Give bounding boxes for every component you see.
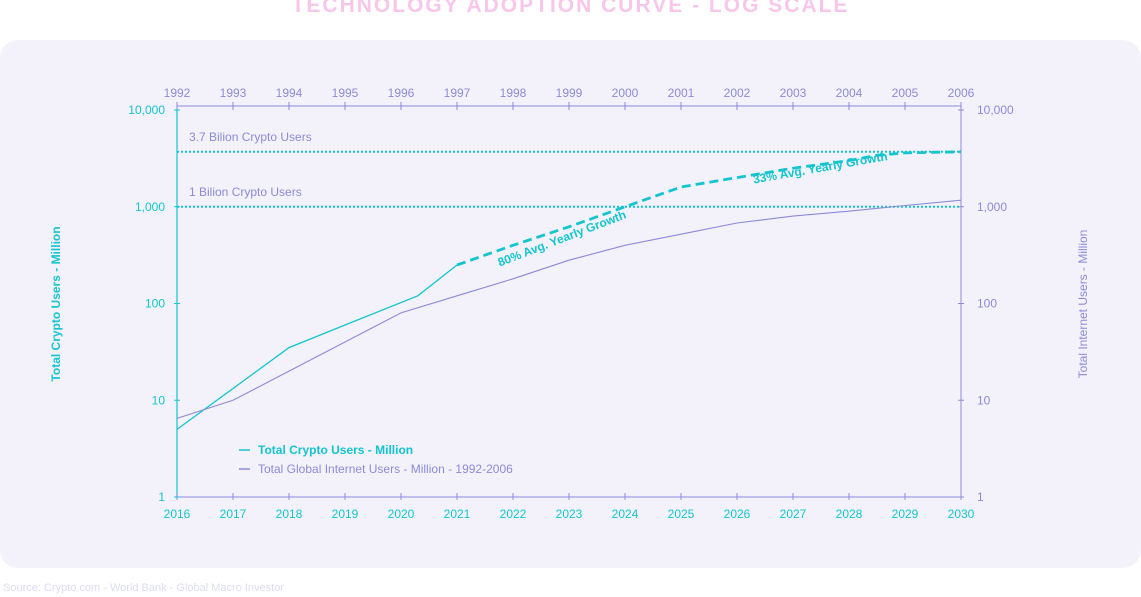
x-top-tick-label: 2003 (780, 86, 807, 100)
x-top-tick-label: 1996 (388, 86, 415, 100)
chart-panel (0, 40, 1141, 568)
x-top-tick-label: 1992 (164, 86, 191, 100)
x-top-tick-label: 1994 (276, 86, 303, 100)
x-bottom-tick-label: 2023 (556, 507, 583, 521)
x-bottom-tick-label: 2021 (444, 507, 471, 521)
reference-line-label: 1 Bilion Crypto Users (189, 185, 302, 199)
y-left-axis-title: Total Crypto Users - Million (49, 226, 63, 381)
x-top-tick-label: 1993 (220, 86, 247, 100)
y-right-tick-label: 10,000 (977, 103, 1014, 117)
crypto-users-line (176, 264, 458, 430)
x-top-tick-label: 1995 (332, 86, 359, 100)
x-bottom-tick-label: 2030 (948, 507, 975, 521)
y-left-tick-label: 10,000 (128, 103, 165, 117)
x-top-tick-label: 2001 (668, 86, 695, 100)
x-top-tick-label: 2000 (612, 86, 639, 100)
x-bottom-tick-label: 2028 (836, 507, 863, 521)
y-right-tick-label: 1,000 (977, 200, 1007, 214)
x-top-tick-label: 1999 (556, 86, 583, 100)
growth-annotation: 33% Avg. Yearly Growth (752, 149, 889, 186)
chart-title: TECHNOLOGY ADOPTION CURVE - LOG SCALE (291, 0, 850, 17)
reference-line-label: 3.7 Bilion Crypto Users (189, 130, 312, 144)
x-top-tick-label: 2005 (892, 86, 919, 100)
internet-users-line (176, 199, 962, 419)
x-top-tick-label: 2006 (948, 86, 975, 100)
y-right-tick-label: 1 (977, 490, 984, 504)
growth-annotation: 80% Avg. Yearly Growth (496, 208, 628, 270)
legend-label: Total Crypto Users - Million (258, 443, 413, 457)
x-bottom-tick-label: 2020 (388, 507, 415, 521)
y-right-tick-label: 100 (977, 297, 997, 311)
x-bottom-tick-label: 2017 (220, 507, 247, 521)
x-bottom-tick-label: 2024 (612, 507, 639, 521)
y-left-tick-label: 1,000 (135, 200, 165, 214)
x-bottom-tick-label: 2027 (780, 507, 807, 521)
x-bottom-tick-label: 2026 (724, 507, 751, 521)
x-bottom-tick-label: 2016 (164, 507, 191, 521)
x-top-tick-label: 1997 (444, 86, 471, 100)
x-top-tick-label: 2002 (724, 86, 751, 100)
crypto-projected-line (456, 150, 962, 267)
x-bottom-tick-label: 2019 (332, 507, 359, 521)
x-top-tick-label: 1998 (500, 86, 527, 100)
source-note: Source: Crypto.com - World Bank - Global… (3, 582, 285, 594)
y-right-axis-title: Total Internet Users - Million (1076, 230, 1090, 379)
x-bottom-tick-label: 2025 (668, 507, 695, 521)
y-left-tick-label: 1 (158, 490, 165, 504)
legend-label: Total Global Internet Users - Million - … (258, 462, 513, 476)
y-right-tick-label: 10 (977, 393, 991, 407)
x-bottom-tick-label: 2022 (500, 507, 527, 521)
y-left-tick-label: 100 (145, 297, 165, 311)
x-top-tick-label: 2004 (836, 86, 863, 100)
y-left-tick-label: 10 (152, 393, 166, 407)
x-bottom-tick-label: 2029 (892, 507, 919, 521)
x-bottom-tick-label: 2018 (276, 507, 303, 521)
